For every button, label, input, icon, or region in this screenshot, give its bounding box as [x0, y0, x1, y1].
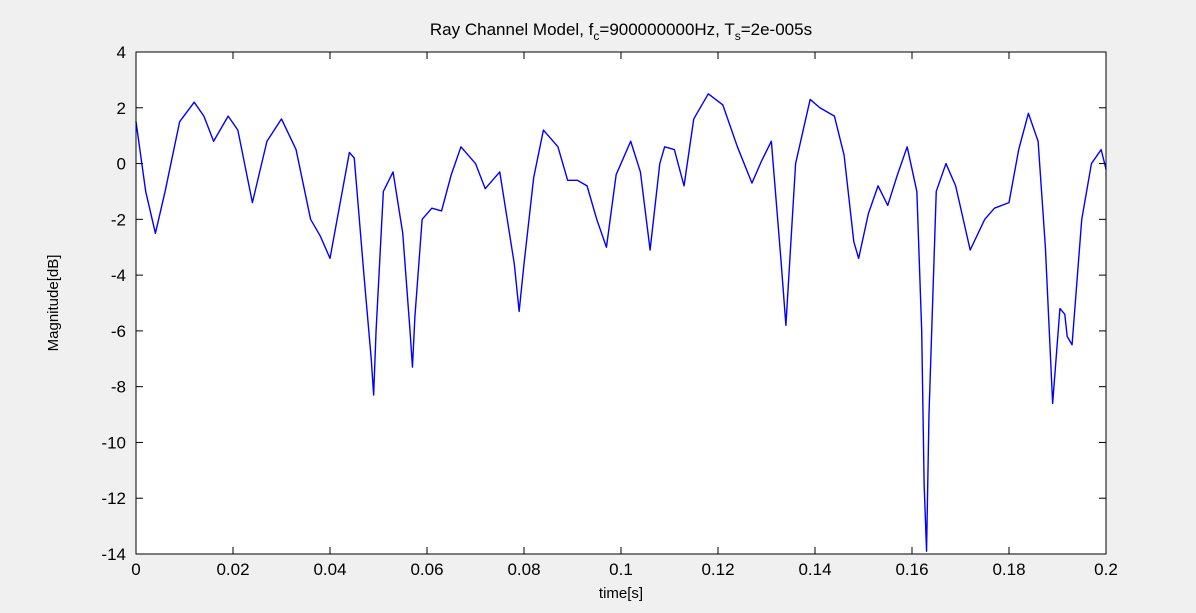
plot-area: [136, 52, 1106, 554]
series-line: [135, 93, 1107, 552]
x-tick-label: 0.18: [992, 560, 1025, 579]
x-tick-label: 0.06: [410, 560, 443, 579]
axes-box: [135, 51, 1107, 555]
x-axis-label: time[s]: [599, 585, 643, 602]
y-tick-label: -4: [111, 266, 126, 285]
y-axis-ticks: 4 2 0 -2 -4 -6 -8 -10 -12 -14: [101, 43, 1106, 564]
y-tick-label: -12: [101, 489, 126, 508]
chart-title-fc-subscript: c: [593, 29, 599, 43]
y-axis-label: Magnitude[dB]: [45, 255, 62, 352]
chart-title: Ray Channel Model, fc=900000000Hz, Ts=2e…: [430, 20, 812, 43]
y-tick-label: 2: [117, 99, 126, 118]
x-tick-label: 0.16: [895, 560, 928, 579]
y-tick-label: 0: [117, 155, 126, 174]
series-layer: [135, 93, 1107, 552]
x-tick-label: 0.2: [1094, 560, 1118, 579]
x-tick-label: 0.04: [313, 560, 346, 579]
y-tick-label: 4: [117, 43, 126, 62]
x-tick-label: 0: [131, 560, 140, 579]
x-axis-ticks: 0 0.02 0.04 0.06 0.08 0.1 0.12 0.14 0.16 0.18 0.2: [131, 52, 1118, 579]
y-tick-label: -10: [101, 433, 126, 452]
x-tick-label: 0.14: [798, 560, 831, 579]
chart-title-ts-subscript: s: [735, 29, 741, 43]
x-tick-label: 0.08: [507, 560, 540, 579]
y-tick-label: -6: [111, 322, 126, 341]
y-tick-label: -2: [111, 210, 126, 229]
x-tick-label: 0.12: [701, 560, 734, 579]
x-tick-label: 0.1: [609, 560, 633, 579]
x-tick-label: 0.02: [216, 560, 249, 579]
y-tick-label: -8: [111, 378, 126, 397]
y-tick-label: -14: [101, 545, 126, 564]
